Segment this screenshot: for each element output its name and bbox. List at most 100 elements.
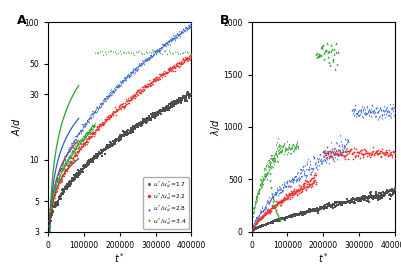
- Point: [73, 146, 79, 150]
- Point: [316, 206, 322, 211]
- Point: [92, 51, 98, 55]
- Point: [301, 183, 307, 188]
- Point: [301, 169, 308, 173]
- Point: [79, 122, 85, 127]
- Point: [392, 151, 398, 155]
- Point: [273, 149, 279, 153]
- Point: [269, 153, 275, 157]
- Point: [54, 201, 60, 205]
- Point: [325, 151, 332, 155]
- Point: [381, 192, 388, 197]
- Point: [114, 138, 120, 142]
- Point: [358, 199, 365, 203]
- Point: [294, 143, 300, 148]
- Point: [96, 152, 103, 157]
- Point: [348, 151, 355, 155]
- Point: [263, 167, 269, 171]
- Point: [325, 152, 331, 156]
- Point: [324, 148, 330, 153]
- Point: [123, 102, 129, 106]
- Point: [55, 171, 61, 176]
- Point: [362, 110, 369, 114]
- Point: [285, 196, 292, 200]
- Point: [63, 187, 69, 191]
- Point: [79, 139, 85, 143]
- Point: [305, 210, 312, 214]
- Point: [73, 146, 79, 150]
- Point: [360, 152, 366, 157]
- Point: [335, 152, 341, 156]
- Point: [308, 208, 315, 212]
- Point: [186, 57, 193, 62]
- Point: [68, 146, 74, 150]
- Point: [70, 149, 76, 153]
- Point: [348, 200, 355, 205]
- Point: [324, 55, 331, 60]
- Point: [355, 198, 361, 203]
- Point: [84, 140, 90, 145]
- Point: [70, 178, 77, 182]
- Point: [59, 169, 65, 174]
- Point: [72, 139, 79, 144]
- Point: [136, 49, 142, 53]
- Point: [256, 213, 262, 217]
- Point: [61, 188, 67, 193]
- Point: [146, 84, 153, 88]
- Point: [144, 84, 150, 88]
- Point: [162, 71, 169, 76]
- Point: [310, 180, 316, 185]
- Point: [119, 78, 125, 82]
- Point: [143, 119, 149, 123]
- Point: [273, 203, 279, 207]
- Point: [83, 122, 89, 126]
- Point: [64, 151, 70, 155]
- Point: [335, 148, 342, 152]
- Point: [151, 52, 158, 56]
- Point: [306, 207, 313, 211]
- Point: [134, 50, 141, 54]
- Point: [75, 131, 82, 136]
- Point: [276, 142, 283, 146]
- Point: [148, 54, 155, 58]
- Point: [99, 98, 106, 102]
- Point: [282, 215, 289, 220]
- Point: [62, 184, 68, 189]
- Point: [389, 106, 396, 110]
- Point: [96, 127, 102, 131]
- Point: [380, 151, 387, 155]
- Point: [146, 116, 152, 121]
- Point: [129, 94, 135, 98]
- Point: [63, 161, 69, 166]
- Point: [260, 209, 266, 213]
- Point: [252, 219, 258, 223]
- Point: [358, 151, 365, 155]
- Point: [265, 168, 272, 172]
- Point: [306, 182, 312, 186]
- Point: [340, 148, 346, 152]
- Point: [122, 103, 128, 107]
- Point: [79, 134, 86, 138]
- Point: [130, 129, 136, 134]
- Point: [146, 82, 152, 86]
- Point: [272, 156, 279, 161]
- Point: [52, 181, 59, 186]
- Point: [261, 173, 267, 178]
- Point: [69, 160, 75, 164]
- Point: [65, 182, 72, 187]
- Point: [77, 140, 83, 145]
- Point: [341, 200, 348, 205]
- Point: [61, 163, 68, 167]
- Point: [57, 166, 63, 171]
- Point: [291, 143, 298, 148]
- Point: [294, 143, 301, 148]
- Point: [155, 48, 162, 52]
- Point: [300, 164, 306, 168]
- Point: [71, 146, 77, 151]
- Point: [313, 206, 319, 211]
- Point: [168, 68, 175, 72]
- Point: [279, 198, 286, 202]
- Point: [270, 205, 277, 209]
- Point: [251, 221, 257, 225]
- Point: [78, 168, 84, 172]
- Point: [123, 51, 129, 55]
